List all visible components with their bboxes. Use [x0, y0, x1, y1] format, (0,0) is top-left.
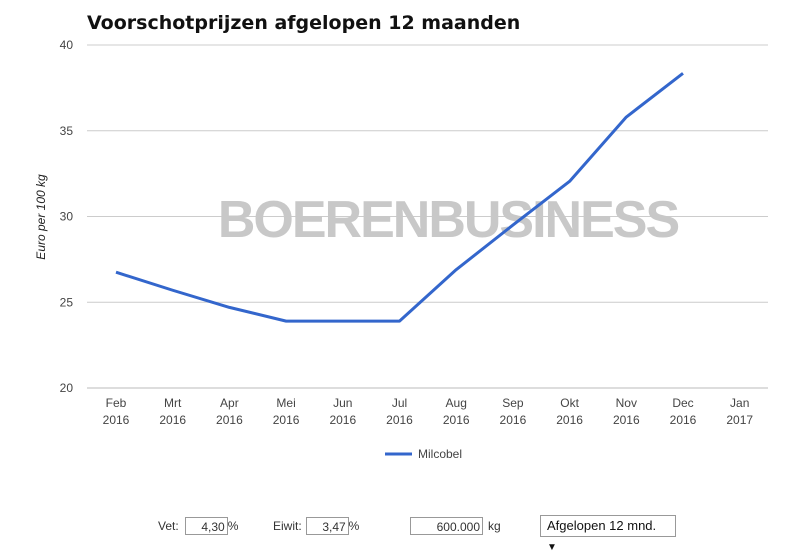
series-line-milcobel	[115, 72, 684, 323]
x-tick-label: 2016	[216, 413, 243, 427]
x-tick-label: Mei	[276, 396, 295, 410]
x-tick-label: 2016	[613, 413, 640, 427]
x-tick-label: Dec	[672, 396, 693, 410]
eiwit-input[interactable]: 3,47	[305, 517, 349, 535]
x-tick-label: 2016	[329, 413, 356, 427]
period-control: Afgelopen 12 mnd. ▼	[540, 515, 676, 553]
period-select-value: Afgelopen 12 mnd.	[547, 518, 657, 533]
x-tick-label: Feb	[106, 396, 127, 410]
x-tick-label: 2016	[273, 413, 300, 427]
vet-unit: %	[227, 519, 239, 533]
x-tick-label: Jun	[333, 396, 352, 410]
x-tick-label: Sep	[502, 396, 524, 410]
y-tick-label: 35	[60, 124, 74, 138]
x-tick-label: 2016	[443, 413, 470, 427]
vet-label: Vet:	[158, 519, 179, 533]
period-select[interactable]: Afgelopen 12 mnd. ▼	[540, 515, 676, 553]
x-tick-label: 2016	[386, 413, 413, 427]
watermark-logo: BOERENBUSINESS	[218, 191, 679, 249]
kg-input[interactable]: 600.000	[410, 517, 483, 535]
chart-title: Voorschotprijzen afgelopen 12 maanden	[87, 12, 521, 34]
x-tick-label: 2016	[103, 413, 130, 427]
y-tick-label: 20	[60, 381, 74, 395]
x-tick-label: 2017	[726, 413, 753, 427]
vet-input[interactable]: 4,30	[184, 517, 228, 535]
legend-label: Milcobel	[418, 447, 462, 461]
x-tick-label: Mrt	[164, 396, 182, 410]
x-tick-label: Jan	[730, 396, 749, 410]
kg-control: 600.000 kg	[410, 517, 501, 535]
line-chart: 20 25 30 35 40 Euro per 100 kg BOERENBUSINESS F…	[34, 38, 768, 461]
y-tick-label: 25	[60, 295, 74, 309]
x-tick-label: Aug	[446, 396, 467, 410]
x-tick-label: 2016	[670, 413, 697, 427]
x-tick-label: Nov	[616, 396, 637, 410]
x-tick-label: 2016	[556, 413, 583, 427]
x-tick-label: 2016	[500, 413, 527, 427]
kg-unit: kg	[488, 519, 501, 533]
eiwit-label: Eiwit:	[273, 519, 302, 533]
x-tick-label: Jul	[392, 396, 407, 410]
y-tick-label: 30	[60, 210, 74, 224]
y-tick-label: 40	[60, 38, 74, 52]
x-tick-label: Okt	[560, 396, 579, 410]
eiwit-unit: %	[348, 519, 360, 533]
x-tick-label: Apr	[220, 396, 239, 410]
y-axis-label: Euro per 100 kg	[34, 174, 48, 260]
vet-control: Vet: 4,30 %	[158, 517, 238, 535]
eiwit-control: Eiwit: 3,47 %	[273, 517, 359, 535]
dropdown-arrow-icon: ▼	[547, 542, 557, 553]
x-tick-label: 2016	[159, 413, 186, 427]
